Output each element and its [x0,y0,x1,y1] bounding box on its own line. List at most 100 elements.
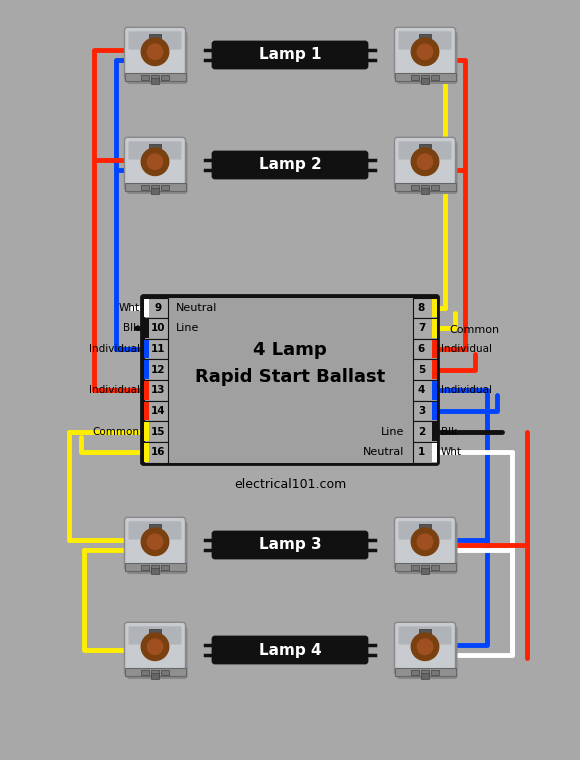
Circle shape [417,534,433,549]
Text: 11: 11 [151,344,166,354]
Bar [143,299,148,317]
Bar [411,670,419,675]
Bar [394,183,455,192]
Text: 3: 3 [418,406,425,416]
Text: Individual: Individual [89,344,140,354]
Text: Neutral: Neutral [363,447,404,458]
Bar [143,319,148,337]
FancyBboxPatch shape [397,141,458,194]
Circle shape [411,148,438,176]
FancyBboxPatch shape [213,532,367,558]
Bar [412,442,437,463]
Bar [411,565,419,569]
Bar [143,340,148,359]
Text: 6: 6 [418,344,425,354]
Bar [143,443,148,461]
Bar [143,442,168,463]
Bar [143,423,148,441]
Bar [161,185,169,189]
Bar [412,318,437,339]
Bar [419,34,431,47]
FancyBboxPatch shape [398,521,451,540]
Circle shape [142,633,169,660]
Bar [143,380,168,401]
Text: Individual: Individual [440,385,491,395]
FancyBboxPatch shape [125,518,186,570]
Bar [161,565,169,569]
Bar [432,319,437,337]
FancyBboxPatch shape [397,31,458,84]
Bar [421,670,429,675]
FancyBboxPatch shape [129,626,182,644]
Circle shape [147,639,163,654]
Bar [143,381,148,400]
Bar [412,359,437,380]
Text: 5: 5 [418,365,425,375]
FancyBboxPatch shape [168,297,412,463]
Bar [432,443,437,461]
Text: 13: 13 [151,385,166,395]
Bar [151,565,159,569]
Bar [411,185,419,189]
Bar [151,568,159,575]
Text: 4: 4 [418,385,425,395]
FancyBboxPatch shape [125,622,186,675]
Bar [432,360,437,379]
Text: 2: 2 [418,426,425,436]
FancyBboxPatch shape [126,141,187,194]
Circle shape [147,44,163,59]
Text: Line: Line [381,426,404,436]
Circle shape [411,38,438,65]
Text: 16: 16 [151,447,166,458]
Bar [143,297,168,318]
FancyBboxPatch shape [129,141,182,160]
Bar [151,78,159,84]
Text: 4 Lamp
Rapid Start Ballast: 4 Lamp Rapid Start Ballast [195,341,385,386]
Bar [432,299,437,317]
Bar [141,185,149,189]
Text: Line: Line [176,324,199,334]
Bar [419,144,431,157]
Text: electrical101.com: electrical101.com [234,478,346,491]
Bar [143,421,168,442]
FancyBboxPatch shape [125,138,186,190]
Text: 10: 10 [151,324,166,334]
Text: 1: 1 [418,447,425,458]
Bar [151,188,159,195]
Text: 9: 9 [155,302,162,313]
FancyBboxPatch shape [398,31,451,49]
Circle shape [417,154,433,169]
Text: Wht: Wht [440,447,462,458]
FancyBboxPatch shape [129,31,182,49]
FancyBboxPatch shape [394,27,455,80]
Bar [394,563,455,572]
Bar [143,359,168,380]
Bar [421,565,429,569]
Text: Individual: Individual [440,344,491,354]
Bar [421,673,429,679]
Circle shape [147,534,163,549]
FancyBboxPatch shape [213,152,367,178]
Text: Individual: Individual [89,385,140,395]
Text: 12: 12 [151,365,166,375]
FancyBboxPatch shape [126,31,187,84]
Bar [151,185,159,189]
Bar [149,144,161,157]
FancyBboxPatch shape [398,626,451,644]
Bar [412,401,437,421]
Bar [141,74,149,80]
Text: Lamp 3: Lamp 3 [259,537,321,553]
Bar [141,565,149,569]
Bar [161,670,169,675]
Circle shape [142,148,169,176]
Bar [432,340,437,359]
Bar [421,74,429,80]
Text: 15: 15 [151,426,166,436]
FancyBboxPatch shape [394,138,455,190]
Bar [412,380,437,401]
Circle shape [147,154,163,169]
FancyBboxPatch shape [213,637,367,663]
Bar [125,563,186,572]
Bar [125,73,186,81]
Bar [412,421,437,442]
